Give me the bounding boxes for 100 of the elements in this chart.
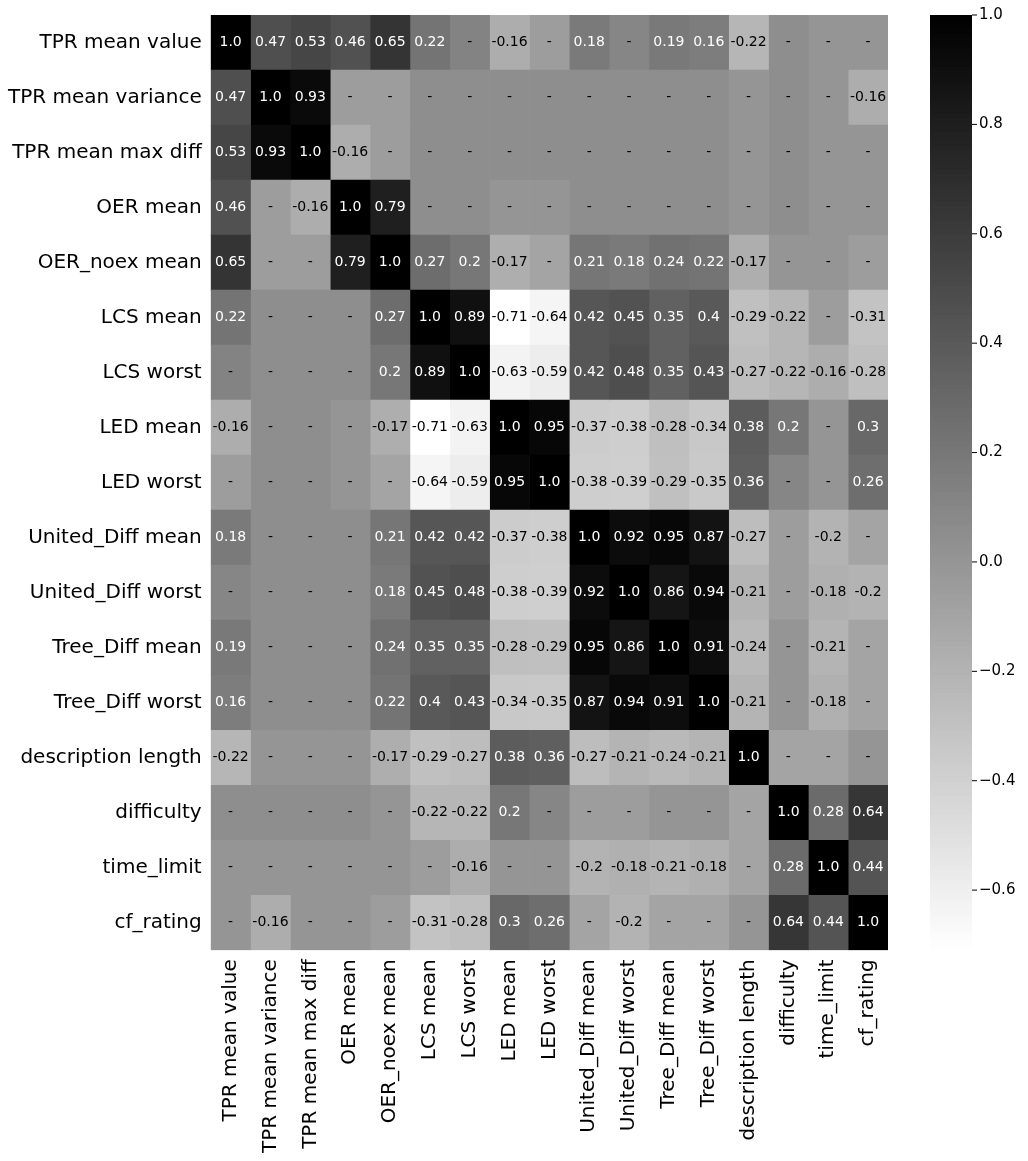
data-label: -0.28	[650, 418, 687, 435]
data-label: -	[387, 88, 393, 105]
data-label: -	[307, 638, 313, 655]
data-label: 0.91	[653, 693, 685, 710]
data-label: -	[267, 418, 273, 435]
data-label: -	[228, 473, 234, 490]
data-label: -	[267, 473, 273, 490]
data-label: -	[586, 88, 592, 105]
data-label: -0.31	[849, 308, 887, 325]
data-label: -	[387, 473, 393, 490]
data-label: -	[228, 583, 234, 600]
y-tick-label: United_Diff worst	[29, 578, 202, 603]
data-label: 0.22	[374, 693, 406, 710]
data-label: 0.93	[294, 88, 326, 105]
data-label: 1.0	[817, 858, 840, 875]
data-label: 1.0	[657, 638, 681, 655]
y-tick-label: difficulty	[115, 798, 202, 823]
data-label: -	[347, 693, 353, 710]
data-label: -	[785, 638, 791, 655]
data-label: -0.28	[849, 363, 887, 380]
data-label: 0.18	[573, 33, 605, 50]
y-tick-label: time_limit	[102, 853, 202, 878]
data-label: -	[387, 803, 393, 820]
data-label: -	[825, 253, 831, 270]
data-label: -	[825, 88, 831, 105]
data-label: -0.16	[491, 33, 528, 50]
data-label: 0.26	[852, 473, 884, 490]
data-label: -0.38	[491, 583, 528, 600]
data-label: 0.28	[772, 858, 804, 875]
data-label: -	[347, 88, 353, 105]
data-label: -0.29	[650, 473, 687, 490]
data-label: 0.24	[653, 253, 685, 270]
data-label: -	[785, 253, 791, 270]
data-label: -0.22	[770, 363, 807, 380]
data-label: -	[586, 198, 592, 215]
data-label: 0.93	[254, 143, 287, 160]
data-label: -	[506, 198, 513, 215]
data-label: -0.29	[411, 748, 448, 765]
data-label: -	[387, 913, 393, 930]
data-label: 0.28	[812, 803, 844, 820]
data-label: -0.18	[610, 858, 648, 875]
data-label: 0.18	[374, 583, 406, 600]
data-label: -	[746, 88, 752, 105]
data-label: -	[626, 198, 632, 215]
data-label: -	[746, 913, 752, 930]
data-label: -	[267, 583, 273, 600]
data-label: -	[506, 858, 513, 875]
data-label: -	[467, 198, 473, 215]
data-label: -	[785, 528, 791, 545]
x-tick-label: time_limit	[814, 959, 839, 1059]
data-label: -	[865, 253, 871, 270]
data-label: -	[347, 583, 353, 600]
data-label: -	[586, 143, 592, 160]
data-label: -	[785, 143, 791, 160]
data-label: -0.64	[411, 473, 449, 490]
color-bar-label: −0.6	[979, 880, 1016, 899]
y-tick-label: TPR mean variance	[6, 83, 202, 108]
data-label: -0.18	[690, 858, 727, 875]
data-label: 0.22	[414, 33, 446, 50]
x-tick-label: LED mean	[495, 959, 520, 1062]
data-label: 1.0	[378, 253, 402, 270]
data-label: -	[825, 33, 831, 50]
data-label: 0.42	[573, 363, 605, 380]
data-label: -	[666, 198, 672, 215]
data-label: -0.63	[451, 418, 488, 435]
data-label: -	[706, 88, 712, 105]
data-label: -0.22	[770, 308, 807, 325]
data-label: 0.48	[454, 583, 486, 600]
data-label: -	[427, 143, 433, 160]
data-label: 0.94	[613, 693, 645, 710]
data-label: -0.38	[571, 473, 608, 490]
data-label: -0.38	[531, 528, 568, 545]
data-label: -0.29	[531, 638, 568, 655]
data-label: 0.3	[856, 418, 880, 435]
data-label: -	[546, 803, 552, 820]
data-label: 0.45	[613, 308, 645, 325]
data-label: 0.35	[653, 363, 685, 380]
data-label: -	[228, 803, 234, 820]
data-label: -0.21	[810, 638, 847, 655]
data-label: -0.22	[212, 748, 249, 765]
data-label: -0.27	[571, 748, 608, 765]
data-label: -	[307, 253, 313, 270]
data-label: 0.18	[613, 253, 645, 270]
data-label: -	[267, 253, 273, 270]
data-label: 0.89	[414, 363, 446, 380]
data-label: -	[666, 88, 672, 105]
data-label: 0.86	[613, 638, 645, 655]
data-label: -	[746, 803, 752, 820]
data-label: -0.2	[814, 528, 842, 545]
data-label: -	[506, 143, 513, 160]
data-label: -	[267, 748, 273, 765]
data-label: 1.0	[617, 583, 641, 600]
data-label: -0.71	[491, 308, 528, 325]
data-label: 0.86	[653, 583, 685, 600]
data-label: -	[427, 858, 433, 875]
color-bar-label: −0.4	[979, 770, 1016, 789]
data-label: -	[546, 88, 552, 105]
y-tick-label: TPR mean max diff	[11, 138, 203, 163]
data-label: 0.45	[414, 583, 446, 600]
data-label: -0.63	[491, 363, 528, 380]
